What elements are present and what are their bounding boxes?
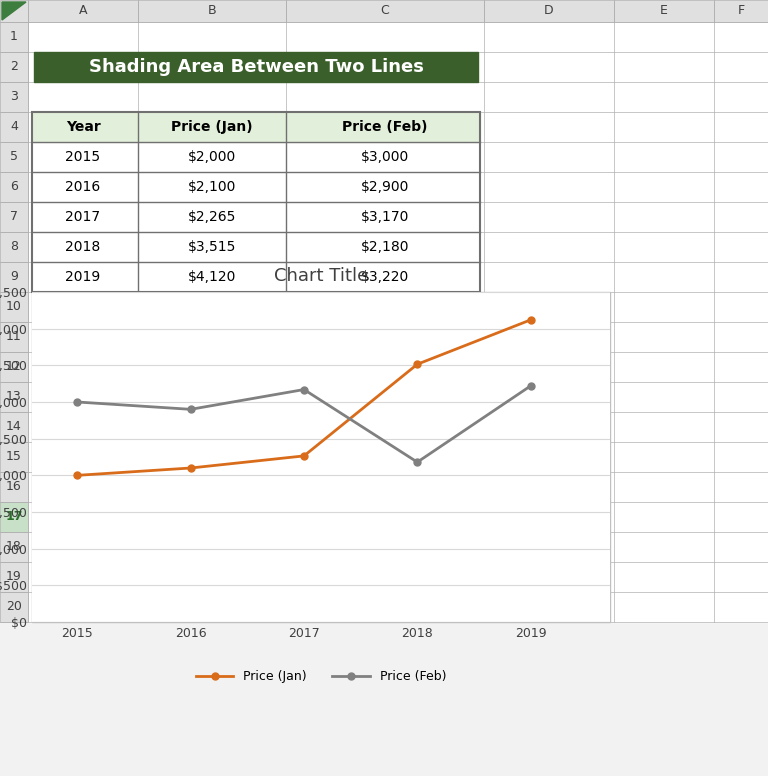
- Text: 19: 19: [6, 570, 22, 584]
- Text: 11: 11: [6, 331, 22, 344]
- Bar: [32, 112, 480, 292]
- Text: 2018: 2018: [65, 240, 101, 254]
- Text: 9: 9: [10, 271, 18, 283]
- Text: 6: 6: [10, 181, 18, 193]
- Text: 2015: 2015: [65, 150, 101, 164]
- Text: 7: 7: [10, 210, 18, 223]
- Text: 14: 14: [6, 421, 22, 434]
- Text: $2,000: $2,000: [188, 150, 236, 164]
- Title: Chart Title: Chart Title: [274, 267, 368, 285]
- Bar: [0, 52, 28, 82]
- Text: $3,220: $3,220: [361, 270, 409, 284]
- Text: 2019: 2019: [65, 270, 101, 284]
- Bar: [484, 0, 614, 22]
- Text: Shading Area Between Two Lines: Shading Area Between Two Lines: [88, 58, 423, 76]
- Text: Price (Feb): Price (Feb): [343, 120, 428, 134]
- Text: 8: 8: [10, 241, 18, 254]
- Bar: [0, 202, 28, 232]
- Text: $2,265: $2,265: [188, 210, 237, 224]
- Bar: [32, 292, 610, 622]
- Bar: [0, 442, 28, 472]
- Text: 3: 3: [10, 91, 18, 103]
- Bar: [0, 412, 28, 442]
- Bar: [32, 112, 480, 142]
- Bar: [0, 502, 28, 532]
- Text: 18: 18: [6, 541, 22, 553]
- Bar: [0, 0, 28, 22]
- Text: C: C: [381, 5, 389, 18]
- Bar: [0, 262, 28, 292]
- Bar: [286, 0, 484, 22]
- Text: 16: 16: [6, 480, 22, 494]
- Text: 2016: 2016: [65, 180, 101, 194]
- Bar: [0, 112, 28, 142]
- Bar: [28, 0, 138, 22]
- Text: 2: 2: [10, 61, 18, 74]
- Text: B: B: [207, 5, 217, 18]
- Text: 2017: 2017: [65, 210, 101, 224]
- Bar: [28, 22, 768, 622]
- Text: 12: 12: [6, 361, 22, 373]
- Polygon shape: [2, 2, 26, 20]
- Text: $2,100: $2,100: [188, 180, 237, 194]
- Text: 15: 15: [6, 451, 22, 463]
- Text: E: E: [660, 5, 668, 18]
- Text: F: F: [737, 5, 744, 18]
- Text: $3,515: $3,515: [188, 240, 237, 254]
- Text: 5: 5: [10, 151, 18, 164]
- Text: 17: 17: [5, 511, 23, 524]
- Bar: [0, 82, 28, 112]
- Text: 10: 10: [6, 300, 22, 314]
- Bar: [34, 52, 478, 82]
- Text: Year: Year: [65, 120, 101, 134]
- Legend: Price (Jan), Price (Feb): Price (Jan), Price (Feb): [191, 665, 451, 688]
- Bar: [0, 172, 28, 202]
- Bar: [0, 22, 28, 52]
- Bar: [0, 142, 28, 172]
- Text: $2,180: $2,180: [361, 240, 409, 254]
- Bar: [0, 472, 28, 502]
- Bar: [0, 592, 28, 622]
- Text: 1: 1: [10, 30, 18, 43]
- Bar: [0, 232, 28, 262]
- Bar: [614, 0, 714, 22]
- Text: $2,900: $2,900: [361, 180, 409, 194]
- Text: $3,000: $3,000: [361, 150, 409, 164]
- Text: $4,120: $4,120: [188, 270, 237, 284]
- Bar: [0, 532, 28, 562]
- Bar: [0, 292, 28, 322]
- Text: 13: 13: [6, 390, 22, 404]
- Text: D: D: [545, 5, 554, 18]
- Bar: [138, 0, 286, 22]
- Bar: [0, 382, 28, 412]
- Bar: [0, 352, 28, 382]
- Bar: [714, 0, 768, 22]
- Text: 20: 20: [6, 601, 22, 614]
- Bar: [0, 322, 28, 352]
- Text: $3,170: $3,170: [361, 210, 409, 224]
- Text: Price (Jan): Price (Jan): [171, 120, 253, 134]
- Text: A: A: [79, 5, 88, 18]
- Text: 4: 4: [10, 120, 18, 133]
- Bar: [0, 562, 28, 592]
